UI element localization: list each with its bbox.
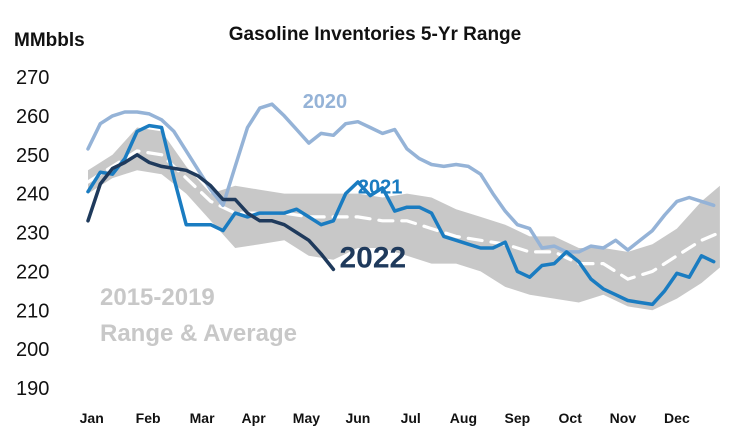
x-tick-label-may: May: [293, 410, 320, 426]
x-tick-label-sep: Sep: [505, 410, 531, 426]
x-tick-label-jun: Jun: [345, 410, 370, 426]
average-line-2015-2019: [86, 149, 722, 281]
y-tick-label-210: 210: [16, 300, 49, 322]
x-tick-label-aug: Aug: [450, 410, 477, 426]
y-tick-label-200: 200: [16, 339, 49, 361]
series-label-2022: 2022: [340, 242, 407, 275]
x-tick-label-jan: Jan: [80, 410, 104, 426]
y-tick-label-220: 220: [16, 261, 49, 283]
x-tick-label-mar: Mar: [190, 410, 215, 426]
y-tick-label-250: 250: [16, 145, 49, 167]
y-tick-label-260: 260: [16, 106, 49, 128]
x-tick-label-jul: Jul: [401, 410, 421, 426]
series-line-2020: [86, 102, 716, 254]
range-band-label-line2: Range & Average: [100, 320, 297, 347]
range-band-2015-2019: [88, 127, 720, 311]
y-tick-label-190: 190: [16, 378, 49, 400]
x-tick-label-feb: Feb: [136, 410, 161, 426]
series-label-2021: 2021: [358, 177, 403, 199]
chart-title: Gasoline Inventories 5-Yr Range: [229, 24, 521, 45]
y-tick-label-270: 270: [16, 67, 49, 89]
x-tick-label-dec: Dec: [664, 410, 690, 426]
series-line-2022: [86, 153, 336, 272]
series-label-2020: 2020: [303, 91, 348, 113]
y-axis-unit-label: MMbbls: [14, 30, 85, 51]
x-tick-label-oct: Oct: [559, 410, 583, 426]
x-tick-label-nov: Nov: [610, 410, 637, 426]
series-line-2021: [86, 123, 716, 307]
y-tick-label-240: 240: [16, 184, 49, 206]
plot-area: 2015-2019 Range & Average 2020 2021 2022 190 2…: [16, 67, 722, 426]
x-tick-label-apr: Apr: [242, 410, 267, 426]
y-tick-label-230: 230: [16, 223, 49, 245]
range-band-label-line1: 2015-2019: [100, 284, 215, 311]
